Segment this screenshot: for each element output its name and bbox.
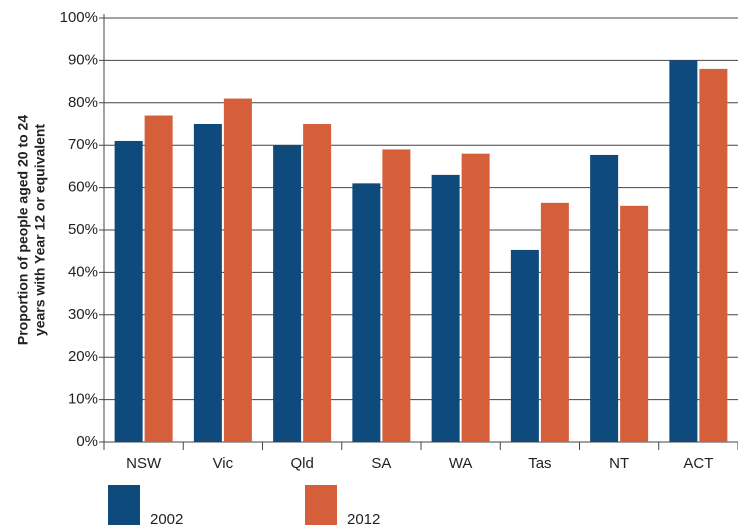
y-tick-label: 20% <box>68 348 98 365</box>
y-tick-label: 80% <box>68 94 98 111</box>
legend-label: 2012 <box>347 511 380 528</box>
y-tick-label: 30% <box>68 306 98 323</box>
bar <box>669 60 698 443</box>
y-tick-label: 10% <box>68 391 98 408</box>
y-tick-label: 0% <box>76 433 98 450</box>
x-tick-label: Tas <box>528 455 551 472</box>
bar <box>144 115 173 443</box>
bar <box>352 183 381 443</box>
bar <box>193 124 222 442</box>
bar <box>510 249 539 442</box>
bar <box>114 140 143 442</box>
legend-label: 2002 <box>150 511 183 528</box>
y-tick-label: 90% <box>68 51 98 68</box>
y-tick-label: 60% <box>68 179 98 196</box>
bar <box>461 153 490 442</box>
bar <box>540 202 569 442</box>
bar <box>382 149 411 442</box>
bar <box>273 145 302 442</box>
bar <box>699 68 728 442</box>
bar <box>223 98 252 442</box>
y-axis-label-line: years with Year 12 or equivalent <box>32 124 48 337</box>
x-tick-label: SA <box>371 455 391 472</box>
x-tick-label: Qld <box>290 455 313 472</box>
y-tick-label: 100% <box>60 9 98 26</box>
bar <box>590 154 619 442</box>
bar <box>431 174 460 442</box>
x-tick-label: ACT <box>683 455 713 472</box>
bar <box>620 205 649 442</box>
x-tick-label: Vic <box>213 455 234 472</box>
y-axis-label: Proportion of people aged 20 to 24 years… <box>15 115 48 345</box>
x-tick-label: NT <box>609 455 629 472</box>
legend-swatch <box>108 485 140 525</box>
y-axis-label-line: Proportion of people aged 20 to 24 <box>15 115 31 345</box>
x-tick-label: NSW <box>126 455 162 472</box>
x-tick-label: WA <box>449 455 473 472</box>
y-tick-label: 70% <box>68 136 98 153</box>
y-tick-label: 50% <box>68 221 98 238</box>
legend-swatch <box>305 485 337 525</box>
bar <box>303 124 332 442</box>
y-tick-label: 40% <box>68 263 98 280</box>
